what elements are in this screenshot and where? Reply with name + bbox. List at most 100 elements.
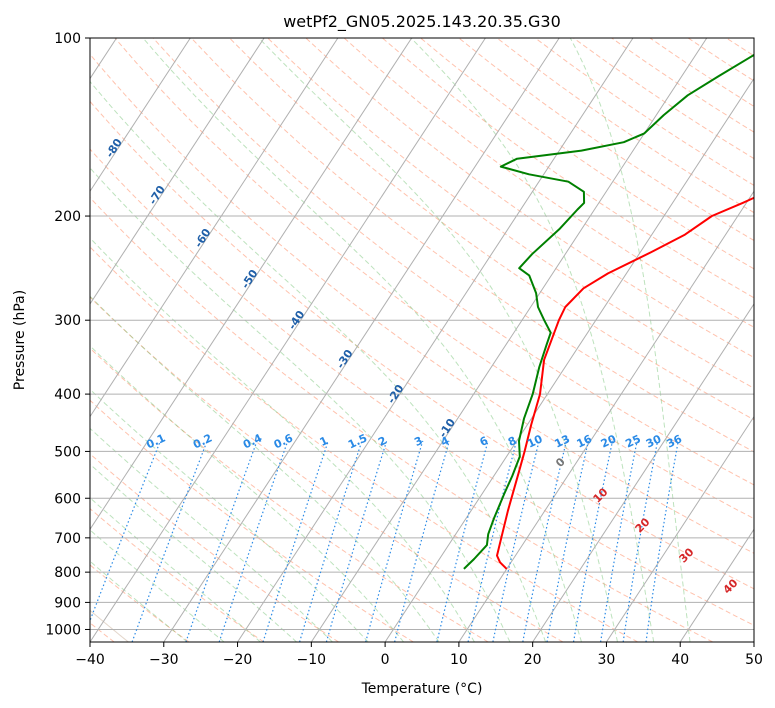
mixing-ratio-line bbox=[299, 440, 363, 642]
profile-lines bbox=[463, 53, 754, 570]
dry-adiabat-line bbox=[382, 38, 754, 299]
y-axis-label: Pressure (hPa) bbox=[12, 290, 28, 390]
isotherm-line bbox=[606, 415, 754, 642]
x-tick-label: 30 bbox=[598, 652, 616, 668]
moist-adiabat-line bbox=[569, 38, 691, 642]
isotherm-line bbox=[90, 38, 191, 193]
chart-title: wetPf2_GN05.2025.143.20.35.G30 bbox=[283, 12, 561, 32]
mixing-ratio-line bbox=[467, 440, 518, 642]
isotherm-line bbox=[384, 77, 754, 642]
mixing-ratio-line bbox=[645, 440, 679, 642]
adiabat-label: 20 bbox=[633, 515, 653, 535]
mixing-ratio-label: 0.1 bbox=[144, 431, 167, 451]
adiabat-label: 30 bbox=[677, 545, 697, 565]
mixing-ratio-label: 10 bbox=[525, 432, 545, 450]
mixing-ratio-line bbox=[131, 440, 208, 642]
x-tick-label: 40 bbox=[671, 652, 689, 668]
y-tick-label: 100 bbox=[54, 31, 81, 47]
background-lines bbox=[90, 38, 775, 642]
dry-adiabat-line bbox=[90, 296, 564, 642]
dry-adiabat-line bbox=[573, 38, 754, 160]
moist-adiabat-line bbox=[90, 388, 369, 642]
mixing-ratio-line bbox=[394, 440, 450, 642]
isotherm-line bbox=[679, 528, 754, 642]
plot-frame bbox=[89, 37, 755, 643]
isotherm-line bbox=[753, 641, 754, 642]
isotherm-line bbox=[310, 38, 708, 642]
mixing-ratio-label: 0.4 bbox=[241, 431, 264, 451]
x-tick-label: −30 bbox=[149, 652, 179, 668]
x-tick-label: −40 bbox=[75, 652, 105, 668]
isotherm-label: -30 bbox=[334, 347, 356, 371]
dewpoint-line bbox=[463, 53, 754, 570]
isotherm-label: -70 bbox=[146, 183, 168, 207]
dry-adiabat-line bbox=[90, 100, 754, 590]
axis-ticks: −40 −30 −20 −10 0 10 20 30 40 5010009008007006005… bbox=[45, 31, 763, 668]
isotherm-label: -40 bbox=[286, 308, 308, 332]
dry-adiabat-line bbox=[496, 38, 754, 214]
mixing-ratio-line bbox=[436, 440, 489, 642]
dry-adiabat-line bbox=[765, 38, 775, 642]
moist-adiabat-line bbox=[142, 38, 582, 642]
isotherm-line bbox=[532, 303, 754, 642]
dry-adiabat-line bbox=[114, 38, 754, 520]
mixing-ratio-line bbox=[325, 440, 388, 642]
adiabat-label: 10 bbox=[591, 485, 611, 505]
dry-adiabat-line bbox=[687, 38, 754, 82]
dry-adiabat-line bbox=[343, 38, 754, 328]
isotherm-label: -80 bbox=[103, 136, 125, 160]
dry-adiabat-line bbox=[726, 38, 754, 57]
mixing-ratio-label: 16 bbox=[575, 432, 595, 450]
moist-adiabat-line bbox=[410, 38, 655, 642]
mixing-ratio-line bbox=[546, 440, 589, 642]
isotherm-label: -90 bbox=[60, 89, 82, 113]
y-tick-label: 600 bbox=[54, 491, 81, 507]
moist-adiabat-line bbox=[90, 80, 547, 642]
dry-adiabat-line bbox=[649, 38, 754, 107]
isotherm-label: -60 bbox=[192, 226, 214, 250]
dry-adiabat-line bbox=[90, 246, 639, 642]
isotherm-line bbox=[90, 38, 339, 418]
mixing-ratio-line bbox=[572, 440, 614, 642]
x-tick-label: 20 bbox=[524, 652, 542, 668]
dry-adiabat-line bbox=[90, 508, 265, 642]
adiabat-label: 0 bbox=[553, 455, 568, 470]
isotherm-line bbox=[458, 190, 754, 642]
mixing-ratio-label: 20 bbox=[599, 432, 619, 450]
mixing-ratio-line bbox=[365, 440, 424, 642]
moist-adiabat-line bbox=[90, 167, 511, 642]
x-tick-label: −10 bbox=[297, 652, 327, 668]
moist-adiabat-line bbox=[90, 427, 333, 642]
dry-adiabat-line bbox=[190, 38, 754, 453]
mixing-ratio-label: 25 bbox=[623, 432, 642, 450]
isotherm-label: -100 bbox=[21, 30, 47, 60]
x-tick-label: −20 bbox=[223, 652, 253, 668]
y-tick-label: 500 bbox=[54, 444, 81, 460]
adiabat-label: 40 bbox=[721, 576, 741, 596]
temperature-line bbox=[496, 196, 754, 570]
y-tick-label: 700 bbox=[54, 531, 81, 547]
y-tick-label: 1000 bbox=[45, 622, 81, 638]
dry-adiabat-line bbox=[611, 38, 754, 133]
mixing-ratio-line bbox=[492, 440, 540, 642]
moist-adiabat-line bbox=[258, 38, 618, 642]
line-labels: -100-90-80-70-60-50-40-30-20-100.1 0.2 0.4… bbox=[21, 30, 741, 597]
isotherm-line bbox=[90, 38, 486, 642]
moist-adiabat-line bbox=[90, 560, 188, 642]
dry-adiabat-line bbox=[267, 38, 754, 389]
mixing-ratio-label: 30 bbox=[644, 432, 664, 450]
dry-adiabat-line bbox=[90, 347, 489, 642]
isotherm-line bbox=[163, 38, 560, 642]
mixing-ratio-label: 0.6 bbox=[272, 431, 295, 451]
mixing-ratio-line bbox=[522, 440, 567, 642]
y-tick-label: 400 bbox=[54, 387, 81, 403]
y-tick-label: 300 bbox=[54, 313, 81, 329]
isotherm-label: -50 bbox=[239, 267, 261, 291]
x-tick-label: 10 bbox=[450, 652, 468, 668]
isotherm-line bbox=[237, 38, 634, 642]
moist-adiabat-line bbox=[90, 345, 404, 642]
isotherm-line bbox=[90, 38, 265, 305]
y-tick-label: 800 bbox=[54, 565, 81, 581]
dry-adiabat-line bbox=[90, 564, 190, 642]
mixing-ratio-label: 6 bbox=[478, 434, 491, 449]
